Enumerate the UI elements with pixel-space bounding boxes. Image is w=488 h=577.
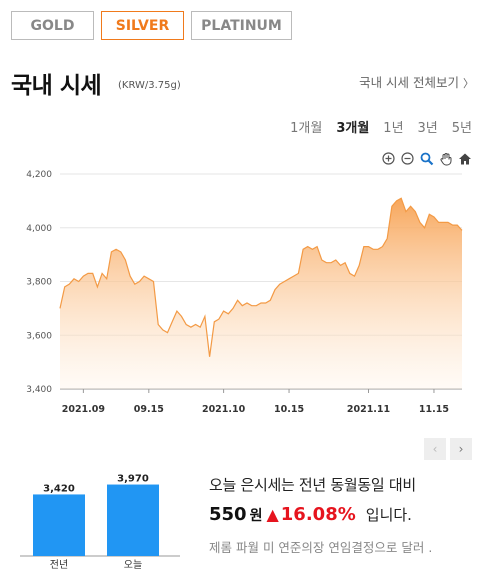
y-tick-label: 3,400: [26, 385, 52, 395]
bar-category-label: 전년: [50, 559, 68, 571]
unit-label: (KRW/3.75g): [118, 80, 181, 91]
price-chart-svg: 3,400 3,600 3,800 4,000 4,200 2021.09 09.15 202…: [26, 170, 463, 415]
x-tick-label: 2021.10: [202, 404, 246, 415]
zoom-out-icon[interactable]: [400, 151, 415, 166]
prev-button[interactable]: ‹: [424, 438, 446, 460]
zoom-in-icon[interactable]: [381, 151, 396, 166]
diff-value: 550: [209, 504, 247, 525]
range-selector: 1개월 3개월 1년 3년 5년: [276, 117, 472, 136]
y-tick-label: 4,200: [26, 170, 52, 180]
range-1m[interactable]: 1개월: [290, 121, 323, 136]
x-tick-label: 11.15: [419, 404, 449, 415]
tab-platinum[interactable]: PLATINUM: [191, 11, 292, 40]
y-tick-label: 3,800: [26, 278, 52, 288]
price-area: [60, 198, 462, 389]
metal-tabs: GOLD SILVER PLATINUM: [11, 11, 292, 40]
comparison-bar: [33, 494, 85, 556]
next-button[interactable]: ›: [450, 438, 472, 460]
bar-value-label: 3,420: [43, 483, 75, 494]
y-tick-label: 4,000: [26, 224, 52, 234]
chart-tools: [381, 151, 472, 166]
price-line: [59, 197, 463, 357]
range-5y[interactable]: 5년: [451, 121, 472, 136]
page-title: 국내 시세: [11, 73, 102, 99]
news-headline[interactable]: 제롬 파월 미 연준의장 연임결정으로 달러 .: [209, 540, 433, 555]
y-tick-label: 3,600: [26, 331, 52, 341]
chevron-right-icon: 〉: [463, 77, 474, 90]
won-unit: 원: [249, 508, 263, 524]
range-3y[interactable]: 3년: [417, 121, 438, 136]
price-chart: 3,400 3,600 3,800 4,000 4,200 2021.09 09.15 202…: [0, 142, 488, 427]
up-arrow-icon: ▲: [266, 505, 279, 524]
tab-silver[interactable]: SILVER: [101, 11, 184, 40]
magnify-icon[interactable]: [419, 151, 434, 166]
range-3m[interactable]: 3개월: [336, 121, 370, 136]
title-row: 국내 시세 (KRW/3.75g) 국내 시세 전체보기 〉: [11, 66, 474, 99]
home-icon[interactable]: [457, 151, 472, 166]
view-all-label: 국내 시세 전체보기: [359, 75, 460, 90]
x-tick-label: 2021.09: [62, 404, 105, 415]
bar-category-label: 오늘: [124, 559, 142, 571]
range-1y[interactable]: 1년: [383, 121, 404, 136]
x-tick-label: 2021.11: [347, 404, 390, 415]
summary-tail: 입니다.: [365, 506, 412, 524]
chart-pager: ‹ ›: [424, 438, 472, 460]
summary-line: 오늘 은시세는 전년 동월동일 대비: [209, 476, 416, 494]
hand-icon[interactable]: [438, 151, 453, 166]
bar-value-label: 3,970: [117, 474, 149, 485]
x-tick-label: 09.15: [134, 404, 164, 415]
x-tick-label: 10.15: [274, 404, 304, 415]
tab-gold[interactable]: GOLD: [11, 11, 94, 40]
summary-change: 550 원 ▲ 16.08% 입니다.: [209, 504, 478, 525]
comparison-bar: [107, 484, 159, 556]
comparison-chart-svg: 3,420 전년 3,970 오늘: [20, 474, 180, 571]
summary: 오늘 은시세는 전년 동월동일 대비 550 원 ▲ 16.08% 입니다. 제…: [209, 474, 478, 556]
change-percent: 16.08%: [280, 504, 356, 525]
view-all-link[interactable]: 국내 시세 전체보기 〉: [359, 72, 474, 91]
comparison-chart: 3,420 전년 3,970 오늘: [20, 474, 180, 574]
